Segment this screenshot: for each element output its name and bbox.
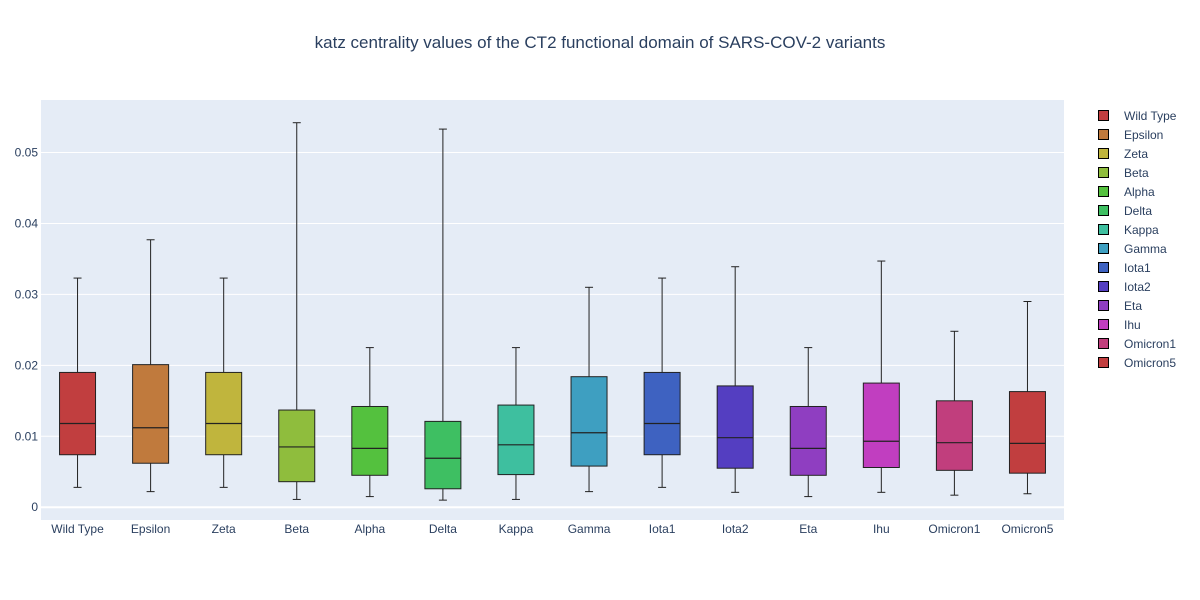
legend-item[interactable]: Gamma — [1098, 239, 1176, 258]
x-tick-label: Delta — [429, 522, 457, 536]
legend-swatch — [1098, 205, 1109, 216]
legend-swatch — [1098, 262, 1109, 273]
box-ihu — [862, 260, 900, 493]
legend-label: Iota1 — [1124, 260, 1151, 275]
legend-swatch — [1098, 243, 1109, 254]
iqr-box — [59, 371, 97, 456]
box-zeta — [205, 277, 243, 488]
legend-item[interactable]: Kappa — [1098, 220, 1176, 239]
x-tick-label: Omicron5 — [1001, 522, 1053, 536]
x-tick-label: Zeta — [212, 522, 236, 536]
legend-swatch — [1098, 357, 1109, 368]
box-omicron5 — [1008, 300, 1046, 495]
legend-swatch — [1098, 224, 1109, 235]
legend-swatch — [1098, 148, 1109, 159]
y-tick-label: 0.04 — [15, 216, 39, 230]
legend-swatch — [1098, 129, 1109, 140]
legend-item[interactable]: Beta — [1098, 163, 1176, 182]
legend-item[interactable]: Wild Type — [1098, 106, 1176, 125]
x-tick-label: Wild Type — [51, 522, 104, 536]
iqr-box — [278, 409, 316, 483]
iqr-box — [643, 371, 681, 456]
box-alpha — [351, 347, 389, 498]
box-delta — [424, 128, 462, 501]
legend-label: Alpha — [1124, 184, 1155, 199]
legend-item[interactable]: Delta — [1098, 201, 1176, 220]
legend-item[interactable]: Omicron5 — [1098, 353, 1176, 372]
iqr-box — [1008, 391, 1046, 474]
box-kappa — [497, 347, 535, 500]
legend-label: Eta — [1124, 298, 1143, 313]
legend-label: Omicron5 — [1124, 355, 1177, 370]
chart-title: katz centrality values of the CT2 functi… — [314, 33, 886, 52]
box-epsilon — [132, 239, 170, 493]
legend-label: Zeta — [1124, 146, 1149, 161]
plot-background — [41, 100, 1064, 520]
x-tick-label: Omicron1 — [928, 522, 980, 536]
y-tick-label: 0.01 — [15, 429, 39, 443]
legend-label: Kappa — [1124, 222, 1159, 237]
boxes — [59, 122, 1046, 501]
legend-swatch — [1098, 186, 1109, 197]
legend-swatch — [1098, 338, 1109, 349]
x-tick-label: Eta — [799, 522, 817, 536]
legend-label: Omicron1 — [1124, 336, 1177, 351]
legend-item[interactable]: Epsilon — [1098, 125, 1176, 144]
box-beta — [278, 122, 316, 500]
iqr-box — [205, 371, 243, 456]
legend-label: Beta — [1124, 165, 1149, 180]
x-tick-label: Iota1 — [649, 522, 676, 536]
x-tick-label: Gamma — [568, 522, 611, 536]
box-omicron1 — [935, 330, 973, 496]
y-tick-label: 0.05 — [15, 146, 39, 160]
x-tick-label: Kappa — [499, 522, 534, 536]
y-tick-label: 0.03 — [15, 287, 39, 301]
legend-label: Delta — [1124, 203, 1153, 218]
iqr-box — [716, 385, 754, 469]
iqr-box — [862, 382, 900, 468]
x-tick-label: Iota2 — [722, 522, 749, 536]
box-eta — [789, 347, 827, 498]
y-tick-label: 0 — [31, 500, 38, 514]
legend-label: Epsilon — [1124, 127, 1164, 142]
legend-item[interactable]: Iota2 — [1098, 277, 1176, 296]
legend: Wild Type Epsilon Zeta Beta Alpha Delta Kappa G… — [1098, 106, 1176, 372]
legend-swatch — [1098, 300, 1109, 311]
legend-item[interactable]: Ihu — [1098, 315, 1176, 334]
legend-swatch — [1098, 110, 1109, 121]
legend-label: Wild Type — [1124, 108, 1177, 123]
x-tick-label: Ihu — [873, 522, 890, 536]
iqr-box — [497, 404, 535, 476]
x-tick-label: Epsilon — [131, 522, 170, 536]
legend-swatch — [1098, 319, 1109, 330]
legend-item[interactable]: Alpha — [1098, 182, 1176, 201]
iqr-box — [789, 405, 827, 476]
legend-label: Gamma — [1124, 241, 1167, 256]
legend-item[interactable]: Omicron1 — [1098, 334, 1176, 353]
legend-swatch — [1098, 281, 1109, 292]
x-tick-label: Alpha — [354, 522, 385, 536]
x-tick-label: Beta — [284, 522, 309, 536]
y-tick-label: 0.02 — [15, 358, 39, 372]
legend-item[interactable]: Iota1 — [1098, 258, 1176, 277]
legend-item[interactable]: Eta — [1098, 296, 1176, 315]
y-axis: 0 0.01 0.02 0.03 0.04 0.05 — [15, 146, 39, 515]
box-wild-type — [59, 277, 97, 488]
iqr-box — [424, 420, 462, 490]
iqr-box — [935, 400, 973, 471]
iqr-box — [351, 405, 389, 476]
gridlines — [41, 152, 1064, 509]
box-iota1 — [643, 277, 681, 488]
legend-label: Ihu — [1124, 317, 1141, 332]
legend-swatch — [1098, 167, 1109, 178]
x-axis: Wild Type Epsilon Zeta Beta Alpha Delta Kappa G… — [51, 522, 1053, 536]
iqr-box — [570, 376, 608, 467]
box-gamma — [570, 286, 608, 493]
box-iota2 — [716, 266, 754, 493]
iqr-box — [132, 364, 170, 464]
legend-item[interactable]: Zeta — [1098, 144, 1176, 163]
legend-label: Iota2 — [1124, 279, 1151, 294]
